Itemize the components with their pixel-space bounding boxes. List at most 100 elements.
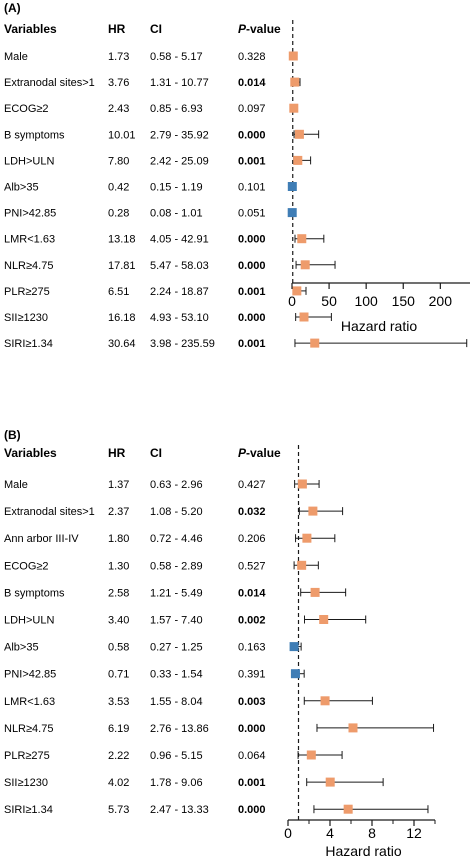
- panel-a-ci-value: 0.58 - 5.17: [150, 51, 203, 63]
- panel-a-hr-value: 2.43: [108, 103, 129, 115]
- panel-b-hr-value: 0.58: [108, 642, 129, 654]
- panel-a-hr-value: 17.81: [108, 260, 136, 272]
- panel-b-hr-marker: [310, 587, 320, 597]
- panel-b-hr-marker: [297, 560, 307, 570]
- panel-a-ci-value: 2.24 - 18.87: [150, 286, 209, 298]
- panel-b-p-value: 0.206: [238, 533, 266, 545]
- panel-a-ci-value: 4.05 - 42.91: [150, 234, 209, 246]
- panel-b-hr-marker: [302, 533, 312, 543]
- panel-b-x-tick-label: 8: [368, 825, 376, 841]
- panel-b-variable-label: PLR≥275: [4, 750, 50, 762]
- panel-a-variable-label: SII≥1230: [4, 312, 48, 324]
- panel-a-p-value: 0.000: [238, 129, 266, 141]
- panel-a-hr-value: 16.18: [108, 312, 136, 324]
- panel-a-variable-label: Male: [4, 51, 28, 63]
- panel-b-hr-value: 0.71: [108, 669, 129, 681]
- panel-a-hr-marker: [293, 155, 303, 165]
- panel-a-hr-value: 10.01: [108, 129, 136, 141]
- panel-b-ci-value: 2.47 - 13.33: [150, 804, 209, 816]
- panel-a-ci-value: 3.98 - 235.59: [150, 338, 215, 350]
- panel-b-header-ci: CI: [150, 446, 162, 460]
- panel-b-p-value: 0.000: [238, 723, 266, 735]
- panel-a-header-ci: CI: [150, 22, 162, 36]
- panel-b-p-value: 0.002: [238, 615, 266, 627]
- panel-b-p-value: 0.391: [238, 669, 266, 681]
- panel-a-hr-marker: [310, 338, 320, 348]
- panel-b-variable-label: ECOG≥2: [4, 560, 49, 572]
- panel-b-variable-label: LDH>ULN: [4, 615, 54, 627]
- panel-b-p-value: 0.001: [238, 777, 266, 789]
- panel-b-ci-value: 0.96 - 5.15: [150, 750, 203, 762]
- panel-a-variable-label: LMR<1.63: [4, 234, 55, 246]
- panel-b-hr-value: 3.53: [108, 696, 129, 708]
- panel-a-ci-value: 4.93 - 53.10: [150, 312, 209, 324]
- panel-b-ci-value: 0.63 - 2.96: [150, 479, 203, 491]
- panel-b-header-variables: Variables: [4, 446, 57, 460]
- panel-b-hr-marker: [297, 479, 307, 489]
- panel-a-variable-label: SIRI≥1.34: [4, 338, 53, 350]
- panel-b-variable-label: SII≥1230: [4, 777, 48, 789]
- panel-b-ci-value: 0.72 - 4.46: [150, 533, 203, 545]
- panel-b-hr-value: 1.37: [108, 479, 129, 491]
- panel-b-p-value: 0.032: [238, 506, 266, 518]
- panel-a-hr-value: 6.51: [108, 286, 129, 298]
- panel-a-ci-value: 0.15 - 1.19: [150, 182, 203, 194]
- panel-b-hr-value: 3.40: [108, 615, 129, 627]
- panel-a-p-value: 0.001: [238, 338, 266, 350]
- panel-a-hr-value: 3.76: [108, 77, 129, 89]
- panel-a-hr-marker: [299, 312, 309, 322]
- panel-a-hr-value: 13.18: [108, 234, 136, 246]
- panel-a-variable-label: NLR≥4.75: [4, 260, 53, 272]
- panel-b-ci-value: 1.08 - 5.20: [150, 506, 203, 518]
- panel-a-p-value: 0.001: [238, 286, 266, 298]
- panel-b-p-value: 0.000: [238, 804, 266, 816]
- panel-a-header-hr: HR: [108, 22, 126, 36]
- panel-b-ci-value: 0.33 - 1.54: [150, 669, 203, 681]
- panel-a-variable-label: LDH>ULN: [4, 155, 54, 167]
- panel-b-hr-value: 1.80: [108, 533, 129, 545]
- panel-a-variable-label: PNI>42.85: [4, 208, 56, 220]
- panel-b-hr-marker: [308, 506, 318, 516]
- panel-b-variable-label: Extranodal sites>1: [4, 506, 95, 518]
- panel-a-header-pvalue: P-value: [238, 22, 281, 36]
- panel-b-hr-marker: [320, 696, 330, 706]
- panel-a-p-value: 0.001: [238, 155, 266, 167]
- panel-b-label: (B): [4, 428, 21, 442]
- panel-b-p-value: 0.163: [238, 642, 266, 654]
- panel-a-hr-value: 0.28: [108, 208, 129, 220]
- panel-b-x-axis-label: Hazard ratio: [325, 843, 401, 858]
- panel-a-hr-value: 1.73: [108, 51, 129, 63]
- panel-a-p-value: 0.051: [238, 208, 266, 220]
- panel-b-p-value: 0.003: [238, 696, 266, 708]
- panel-a-hr-marker: [288, 51, 298, 61]
- panel-b-header-pvalue: P-value: [238, 446, 281, 460]
- panel-b-variable-label: NLR≥4.75: [4, 723, 53, 735]
- panel-a-p-value: 0.328: [238, 51, 266, 63]
- panel-b-hr-marker: [348, 723, 358, 733]
- panel-a-p-value: 0.000: [238, 260, 266, 272]
- panel-a-p-value: 0.101: [238, 182, 266, 194]
- panel-a-p-value: 0.097: [238, 103, 266, 115]
- panel-b-ci-value: 1.55 - 8.04: [150, 696, 203, 708]
- panel-a-p-value: 0.000: [238, 312, 266, 324]
- panel-b-ci-value: 1.57 - 7.40: [150, 615, 203, 627]
- panel-b-hr-value: 5.73: [108, 804, 129, 816]
- panel-a-variable-label: Alb>35: [4, 182, 39, 194]
- panel-a-p-value: 0.014: [238, 77, 266, 89]
- panel-b-variable-label: Alb>35: [4, 642, 39, 654]
- panel-b-hr-value: 2.22: [108, 750, 129, 762]
- panel-a-hr-marker: [289, 103, 299, 113]
- panel-b-variable-label: PNI>42.85: [4, 669, 56, 681]
- panel-a-hr-value: 0.42: [108, 182, 129, 194]
- panel-b-hr-marker: [306, 750, 316, 760]
- panel-a-ci-value: 2.79 - 35.92: [150, 129, 209, 141]
- panel-b-hr-value: 1.30: [108, 560, 129, 572]
- panel-b-hr-value: 6.19: [108, 723, 129, 735]
- panel-b-x-tick-label: 0: [284, 825, 292, 841]
- panel-b-x-tick-label: 4: [326, 825, 334, 841]
- panel-b-x-tick-label: 12: [406, 825, 422, 841]
- panel-a-variable-label: ECOG≥2: [4, 103, 49, 115]
- panel-a-label: (A): [4, 1, 21, 15]
- panel-b-hr-marker: [290, 669, 300, 679]
- panel-a-x-tick-label: 0: [288, 293, 296, 309]
